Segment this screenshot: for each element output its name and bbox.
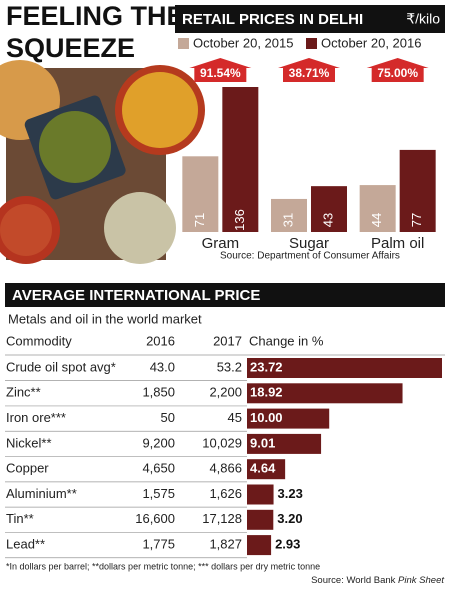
cell-value: 2,200 bbox=[209, 385, 242, 400]
cell-value: 1,850 bbox=[142, 385, 175, 400]
column-header: Change in % bbox=[249, 333, 324, 348]
value-label: 10.00 bbox=[250, 410, 283, 425]
category-label: Sugar bbox=[289, 235, 329, 252]
source: Source: World Bank Pink Sheet bbox=[311, 575, 444, 586]
row-label: Crude oil spot avg* bbox=[6, 359, 116, 374]
bar bbox=[247, 484, 274, 505]
change-arrow bbox=[366, 58, 429, 82]
bar bbox=[247, 509, 274, 530]
value-label: 23.72 bbox=[250, 359, 283, 374]
category-label: Palm oil bbox=[371, 235, 424, 252]
cell-value: 4,650 bbox=[142, 461, 175, 476]
bar bbox=[359, 185, 396, 232]
bar bbox=[247, 358, 442, 378]
value-label: 44 bbox=[369, 213, 384, 227]
headline: FEELING THE bbox=[6, 1, 185, 31]
column-header: 2016 bbox=[146, 333, 175, 348]
bar bbox=[247, 535, 272, 556]
row-label: Aluminium** bbox=[6, 486, 77, 501]
change-label: 91.54% bbox=[200, 66, 241, 80]
cell-value: 17,128 bbox=[202, 511, 242, 526]
value-label: 136 bbox=[232, 209, 247, 231]
cell-value: 1,775 bbox=[142, 537, 175, 552]
change-label: 38.71% bbox=[289, 66, 330, 80]
row-label: Lead** bbox=[6, 537, 45, 552]
cell-value: 45 bbox=[228, 410, 242, 425]
value-label: 43 bbox=[320, 213, 335, 227]
change-label: 75.00% bbox=[377, 66, 418, 80]
source-text: Source: World Bank bbox=[311, 575, 396, 586]
change-arrow bbox=[278, 58, 340, 82]
bar bbox=[247, 433, 322, 454]
photo bbox=[0, 60, 205, 264]
cell-value: 9,200 bbox=[142, 435, 175, 450]
chart-title: RETAIL PRICES IN DELHI bbox=[182, 11, 363, 28]
source: Source: Department of Consumer Affairs bbox=[220, 251, 400, 262]
column-header: Commodity bbox=[6, 333, 72, 348]
footnote: *In dollars per barrel; **dollars per me… bbox=[6, 561, 320, 571]
bar bbox=[311, 186, 347, 232]
bar bbox=[271, 198, 307, 232]
cell-value: 10,029 bbox=[202, 435, 242, 450]
bar bbox=[399, 149, 436, 232]
cell-value: 43.0 bbox=[150, 359, 175, 374]
row-label: Nickel** bbox=[6, 435, 52, 450]
column-header: 2017 bbox=[213, 333, 242, 348]
cell-value: 4,866 bbox=[209, 461, 242, 476]
header-bar bbox=[175, 5, 445, 33]
bar bbox=[222, 87, 259, 232]
bar bbox=[247, 459, 286, 480]
row-label: Tin** bbox=[6, 511, 34, 526]
value-label: 18.92 bbox=[250, 385, 283, 400]
subtitle: Metals and oil in the world market bbox=[8, 311, 202, 326]
chart-title: AVERAGE INTERNATIONAL PRICE bbox=[12, 287, 260, 304]
value-label: 3.23 bbox=[278, 486, 303, 501]
row-label: Iron ore*** bbox=[6, 410, 66, 425]
header-bar bbox=[5, 283, 445, 307]
legend-swatch bbox=[306, 38, 317, 49]
bar bbox=[182, 156, 219, 232]
value-label: 2.93 bbox=[275, 537, 300, 552]
value-label: 9.01 bbox=[250, 435, 275, 450]
value-label: 4.64 bbox=[250, 461, 276, 476]
cell-value: 53.2 bbox=[217, 359, 242, 374]
change-arrow bbox=[189, 58, 252, 82]
bar bbox=[247, 408, 330, 429]
cell-value: 1,575 bbox=[142, 486, 175, 501]
cell-value: 16,600 bbox=[135, 511, 175, 526]
value-label: 71 bbox=[192, 213, 207, 227]
row-label: Copper bbox=[6, 461, 49, 476]
legend-label: October 20, 2015 bbox=[193, 35, 293, 50]
headline: SQUEEZE bbox=[6, 33, 135, 63]
cell-value: 50 bbox=[161, 410, 175, 425]
value-label: 77 bbox=[409, 213, 424, 227]
value-label: 31 bbox=[280, 213, 295, 227]
legend-label: October 20, 2016 bbox=[321, 35, 421, 50]
legend-swatch bbox=[178, 38, 189, 49]
row-label: Zinc** bbox=[6, 385, 41, 400]
cell-value: 1,827 bbox=[209, 537, 242, 552]
value-label: 3.20 bbox=[277, 511, 302, 526]
category-label: Gram bbox=[202, 235, 240, 252]
unit-label: ₹/kilo bbox=[406, 11, 440, 27]
source-text: Pink Sheet bbox=[398, 575, 444, 586]
bar bbox=[247, 383, 403, 404]
cell-value: 1,626 bbox=[209, 486, 242, 501]
